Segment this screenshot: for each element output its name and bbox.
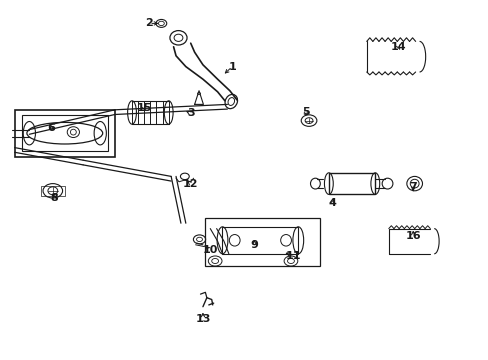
Text: 14: 14 [390, 42, 406, 52]
Bar [15, 110, 115, 157]
Text: 3: 3 [186, 108, 194, 118]
Text: 1: 1 [228, 62, 236, 72]
Text: 15: 15 [136, 103, 152, 113]
Text: 10: 10 [202, 245, 218, 255]
Text: 8: 8 [50, 193, 58, 203]
Text: 4: 4 [328, 198, 336, 208]
Text: 16: 16 [405, 231, 420, 241]
Text: 5: 5 [301, 107, 309, 117]
Text: 7: 7 [408, 182, 416, 192]
Text: 2: 2 [145, 18, 153, 28]
Bar [222, 227, 298, 254]
Text: 11: 11 [285, 251, 301, 261]
Bar [41, 186, 65, 196]
Bar [22, 115, 107, 151]
Text: 13: 13 [195, 314, 210, 324]
Text: 12: 12 [183, 179, 198, 189]
Bar [205, 218, 320, 266]
Text: 9: 9 [250, 240, 258, 250]
Text: 6: 6 [47, 123, 55, 133]
Bar [328, 173, 375, 194]
